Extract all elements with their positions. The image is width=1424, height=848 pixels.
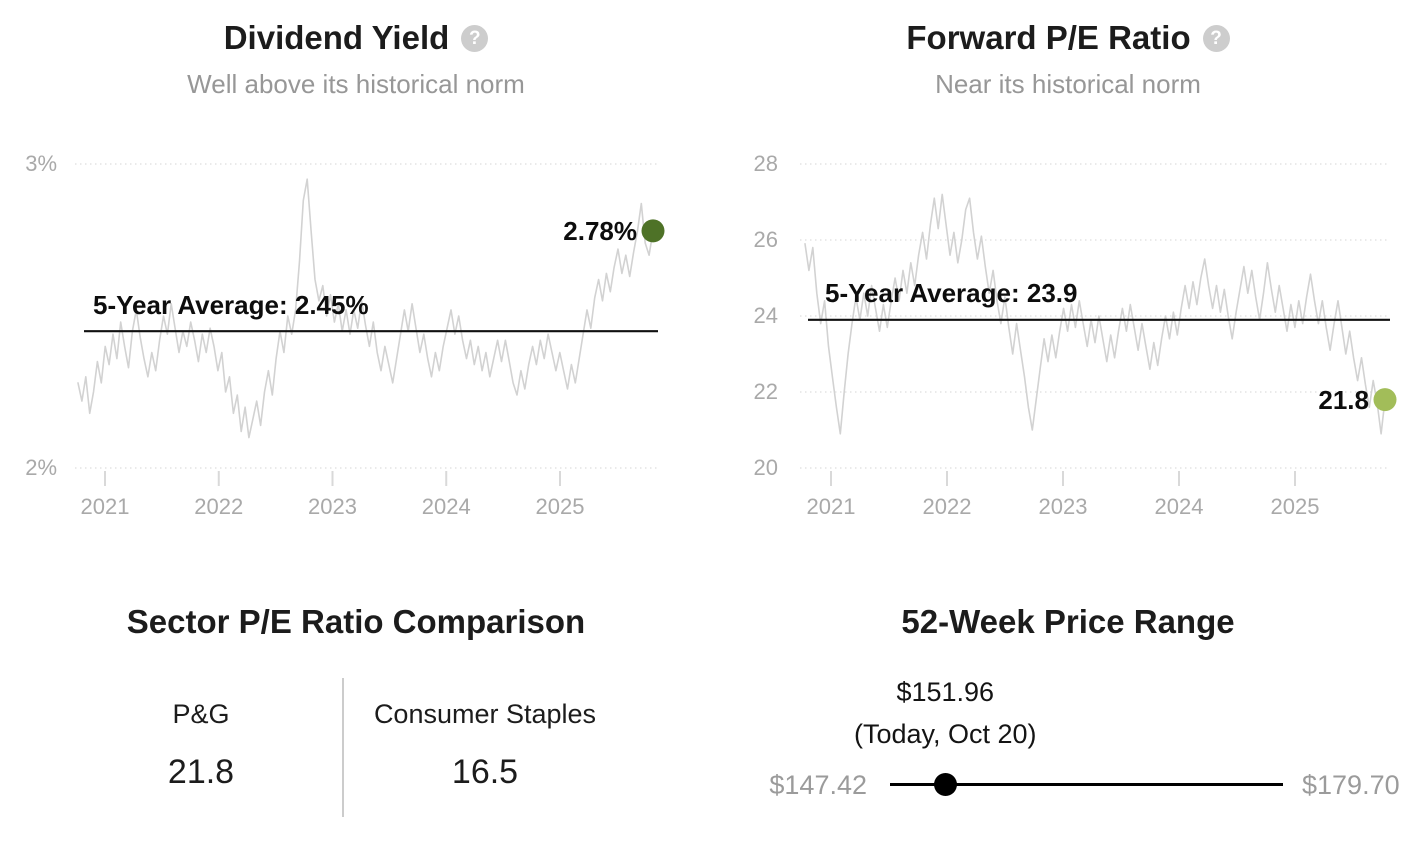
chart-title-text: Forward P/E Ratio — [906, 19, 1191, 56]
current-price-date: (Today, Oct 20) — [853, 719, 1037, 749]
chart-header: Forward P/E Ratio ? Near its historical … — [712, 0, 1424, 100]
comparison-cell-pg: P&G 21.8 — [60, 678, 342, 817]
chart-title: Forward P/E Ratio ? — [906, 18, 1230, 58]
chart-title-text: Dividend Yield — [223, 19, 450, 56]
dividend-yield-panel: Dividend Yield ? Well above its historic… — [0, 0, 712, 560]
price-range-panel: 52-Week Price Range $151.96 (Today, Oct … — [712, 560, 1424, 848]
series-line — [804, 193, 1386, 435]
price-range-widget: 52-Week Price Range $151.96 (Today, Oct … — [712, 560, 1424, 848]
range-high-label: $179.70 — [1302, 770, 1400, 800]
current-value-dot — [641, 219, 665, 243]
series-line — [77, 178, 654, 439]
comparison-cell-sector: Consumer Staples 16.5 — [344, 678, 626, 817]
comparison-row: P&G 21.8 Consumer Staples 16.5 — [60, 678, 626, 817]
vertical-divider — [342, 678, 344, 817]
comparison-value: 21.8 — [167, 753, 235, 791]
panel-title: Sector P/E Ratio Comparison — [126, 603, 586, 640]
forward-pe-chart — [800, 163, 1397, 486]
comparison-value: 16.5 — [451, 753, 519, 791]
forward-pe-panel: Forward P/E Ratio ? Near its historical … — [712, 0, 1424, 560]
current-value-dot — [1373, 388, 1397, 412]
range-low-label: $147.42 — [769, 770, 867, 800]
range-track — [890, 783, 1283, 786]
chart-header: Dividend Yield ? Well above its historic… — [0, 0, 712, 100]
help-icon[interactable]: ? — [461, 24, 489, 52]
current-price-label: $151.96 — [896, 677, 995, 707]
sector-pe-comparison-panel: Sector P/E Ratio Comparison P&G 21.8 Con… — [0, 560, 712, 848]
help-icon[interactable]: ? — [1202, 24, 1230, 52]
chart-subtitle: Near its historical norm — [935, 69, 1201, 99]
chart-title: Dividend Yield ? — [224, 18, 489, 58]
comparison-label: Consumer Staples — [373, 699, 597, 729]
panel-title: 52-Week Price Range — [901, 603, 1235, 640]
current-price-marker — [933, 773, 957, 796]
chart-subtitle: Well above its historical norm — [187, 69, 525, 99]
dividend-yield-chart — [75, 163, 665, 486]
comparison-label: P&G — [172, 699, 230, 729]
